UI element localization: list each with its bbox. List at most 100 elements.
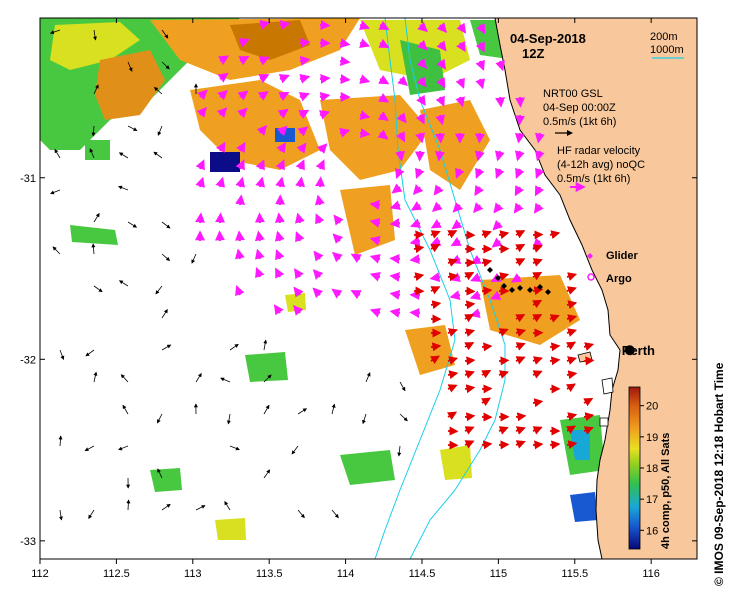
- hf-arrow: [416, 58, 428, 69]
- gsl-offshore-arrow: [224, 500, 231, 511]
- gsl-arrow: [583, 356, 595, 366]
- hf-arrow: [396, 112, 407, 124]
- hf-arrow: [416, 94, 426, 106]
- gsl-arrow: [480, 397, 491, 407]
- gsl-arrow: [464, 258, 476, 268]
- hf-arrow: [293, 304, 304, 316]
- hf-arrow: [369, 217, 381, 228]
- map-time: 12Z: [522, 46, 544, 61]
- gsl-arrow: [429, 355, 441, 365]
- gsl-offshore-arrow: [297, 509, 305, 519]
- sst-patch: [340, 185, 395, 255]
- gsl-scale: 0.5m/s (1kt 6h): [543, 116, 616, 128]
- hf-arrow: [377, 111, 389, 121]
- hf-arrow: [258, 56, 270, 66]
- x-tick-label: 113.5: [256, 568, 283, 580]
- hf-arrow: [294, 268, 304, 280]
- gsl-arrow: [464, 313, 475, 323]
- hf-arrow: [195, 176, 205, 188]
- gsl-offshore-arrow: [93, 84, 99, 95]
- gsl-arrow: [532, 299, 543, 309]
- x-tick-label: 113: [184, 568, 202, 580]
- gsl-arrow: [515, 230, 526, 239]
- colorbar-tick-label: 18: [646, 463, 658, 475]
- hf-arrow: [491, 237, 503, 248]
- hf-arrow: [430, 219, 442, 229]
- gsl-arrow: [532, 398, 544, 408]
- gsl-arrow: [515, 314, 526, 323]
- x-tick-label: 115: [490, 568, 508, 580]
- gsl-offshore-arrow: [297, 408, 308, 415]
- hf-arrow: [369, 308, 381, 318]
- hf-arrow: [449, 290, 461, 301]
- hf-arrow: [455, 96, 465, 108]
- gsl-offshore-arrow: [399, 413, 408, 422]
- gsl-arrow: [447, 328, 458, 337]
- hf-arrow: [433, 184, 444, 196]
- gsl-arrow: [515, 440, 526, 449]
- hf-arrow: [469, 290, 481, 300]
- glider-point: [527, 287, 533, 293]
- hf-arrow: [415, 167, 425, 179]
- hf-arrow: [359, 128, 371, 139]
- hf-arrow: [279, 19, 291, 30]
- gsl-arrow: [498, 230, 510, 240]
- hf-arrow: [318, 110, 331, 120]
- gsl-arrow: [515, 356, 526, 365]
- gsl-arrow: [532, 426, 543, 435]
- sst-patch: [570, 430, 590, 460]
- gsl-offshore-arrow: [49, 29, 61, 35]
- map-date: 04-Sep-2018: [510, 31, 586, 46]
- gsl-offshore-arrow: [88, 509, 95, 520]
- colorbar-title: 4h comp, p50, All Sats: [660, 433, 672, 549]
- contour-label-200m: 200m: [650, 31, 678, 43]
- gsl-arrow: [532, 356, 543, 365]
- hf-arrow: [312, 287, 324, 299]
- hf-arrow: [456, 22, 467, 34]
- hf-arrow: [297, 126, 309, 137]
- gsl-offshore-arrow: [127, 125, 138, 131]
- hf-arrow: [510, 273, 523, 283]
- hf-arrow: [295, 231, 305, 243]
- x-tick-label: 112: [31, 568, 49, 580]
- gsl-offshore-arrow: [157, 468, 163, 479]
- glider-label: Glider: [606, 250, 639, 262]
- contour-200m: [404, 18, 506, 559]
- hf-arrow: [495, 167, 505, 179]
- hf-arrow: [339, 56, 351, 67]
- hf-arrow: [298, 92, 310, 102]
- hf-arrow: [278, 91, 290, 102]
- hf-arrow: [319, 91, 331, 102]
- gsl-offshore-arrow: [120, 374, 129, 383]
- hf-arrow: [514, 132, 525, 144]
- gsl-arrow: [566, 300, 578, 310]
- sst-patch: [440, 445, 472, 480]
- hf-arrow: [319, 20, 331, 31]
- hf-arrow: [455, 77, 465, 89]
- gsl-arrow: [430, 243, 441, 253]
- gsl-arrow: [481, 440, 493, 450]
- gsl-offshore-arrow: [118, 280, 129, 287]
- colorbar-tick-label: 16: [646, 525, 658, 537]
- gsl-arrow: [498, 440, 510, 450]
- gsl-arrow: [566, 286, 577, 295]
- credit-line: © IMOS 09-Sep-2018 12:18 Hobart Time: [712, 363, 726, 586]
- gsl-arrow: [498, 356, 510, 366]
- gsl-offshore-arrow: [229, 343, 239, 351]
- gsl-arrow: [532, 244, 543, 253]
- contour-label-1000m: 1000m: [650, 44, 684, 56]
- hf-arrow: [295, 159, 305, 171]
- hf-arrow: [195, 159, 205, 171]
- gsl-arrow: [566, 341, 577, 351]
- sst-patch: [570, 492, 598, 522]
- hf-arrow: [257, 91, 269, 101]
- gsl-offshore-arrow: [291, 445, 299, 455]
- hf-arrow: [276, 142, 287, 154]
- hf-arrow: [332, 251, 343, 263]
- gsl-offshore-arrow: [91, 125, 96, 137]
- hf-arrow: [274, 212, 285, 224]
- sst-patch: [230, 20, 310, 60]
- gsl-offshore-arrow: [229, 445, 240, 451]
- gsl-offshore-arrow: [155, 285, 163, 295]
- gsl-offshore-arrow: [157, 413, 163, 424]
